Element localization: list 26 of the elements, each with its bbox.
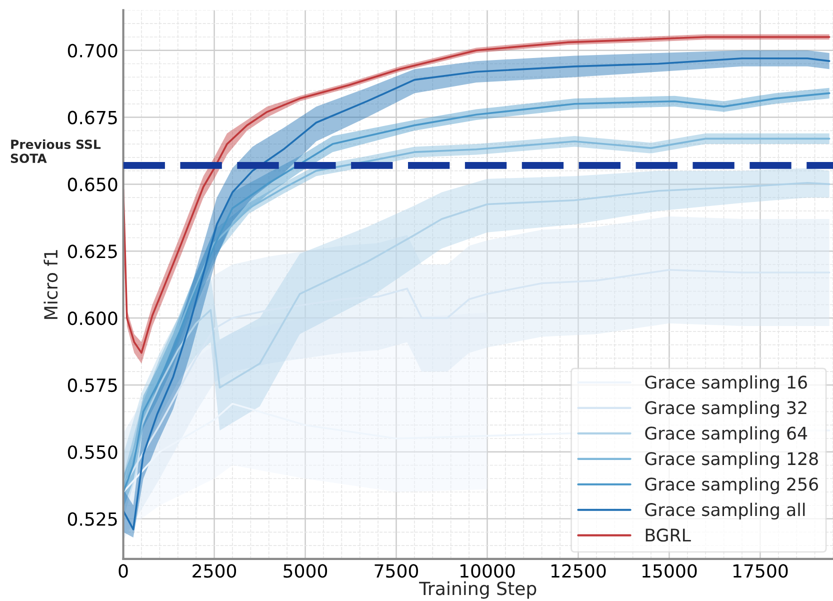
legend-label: Grace sampling 64 bbox=[645, 426, 808, 444]
x-axis-title: Training Step bbox=[419, 581, 536, 599]
legend-label: Grace sampling 128 bbox=[645, 452, 818, 469]
x-tick-label: 12500 bbox=[551, 564, 606, 578]
legend-label: Grace sampling 32 bbox=[645, 400, 806, 418]
y-tick-label: 0.575 bbox=[68, 378, 117, 392]
y-tick-label: 0.600 bbox=[68, 311, 118, 326]
y-tick-label: 0.525 bbox=[68, 512, 117, 526]
legend-label: Grace sampling 256 bbox=[645, 477, 818, 494]
x-tick-label: 5000 bbox=[284, 564, 328, 578]
x-tick-label: 17500 bbox=[733, 564, 788, 578]
legend-label: BGRL bbox=[646, 528, 691, 542]
x-tick-label: 2500 bbox=[192, 564, 236, 578]
ref-line-label: Previous SSL SOTA bbox=[10, 139, 101, 164]
y-tick-label: 0.625 bbox=[68, 244, 117, 258]
y-axis-title: Micro f1 bbox=[44, 250, 58, 319]
x-tick-label: 7500 bbox=[374, 564, 418, 578]
x-tick-label: 15000 bbox=[642, 564, 697, 578]
y-tick-label: 0.700 bbox=[68, 44, 118, 58]
x-tick-label: 10000 bbox=[460, 564, 515, 578]
y-tick-label: 0.550 bbox=[68, 445, 118, 459]
y-tick-label: 0.650 bbox=[68, 178, 118, 192]
y-tick-label: 0.675 bbox=[68, 110, 117, 124]
legend-label: Grace sampling all bbox=[645, 502, 805, 520]
legend-label: Grace sampling 16 bbox=[645, 375, 807, 392]
x-tick-label: 0 bbox=[118, 564, 128, 578]
